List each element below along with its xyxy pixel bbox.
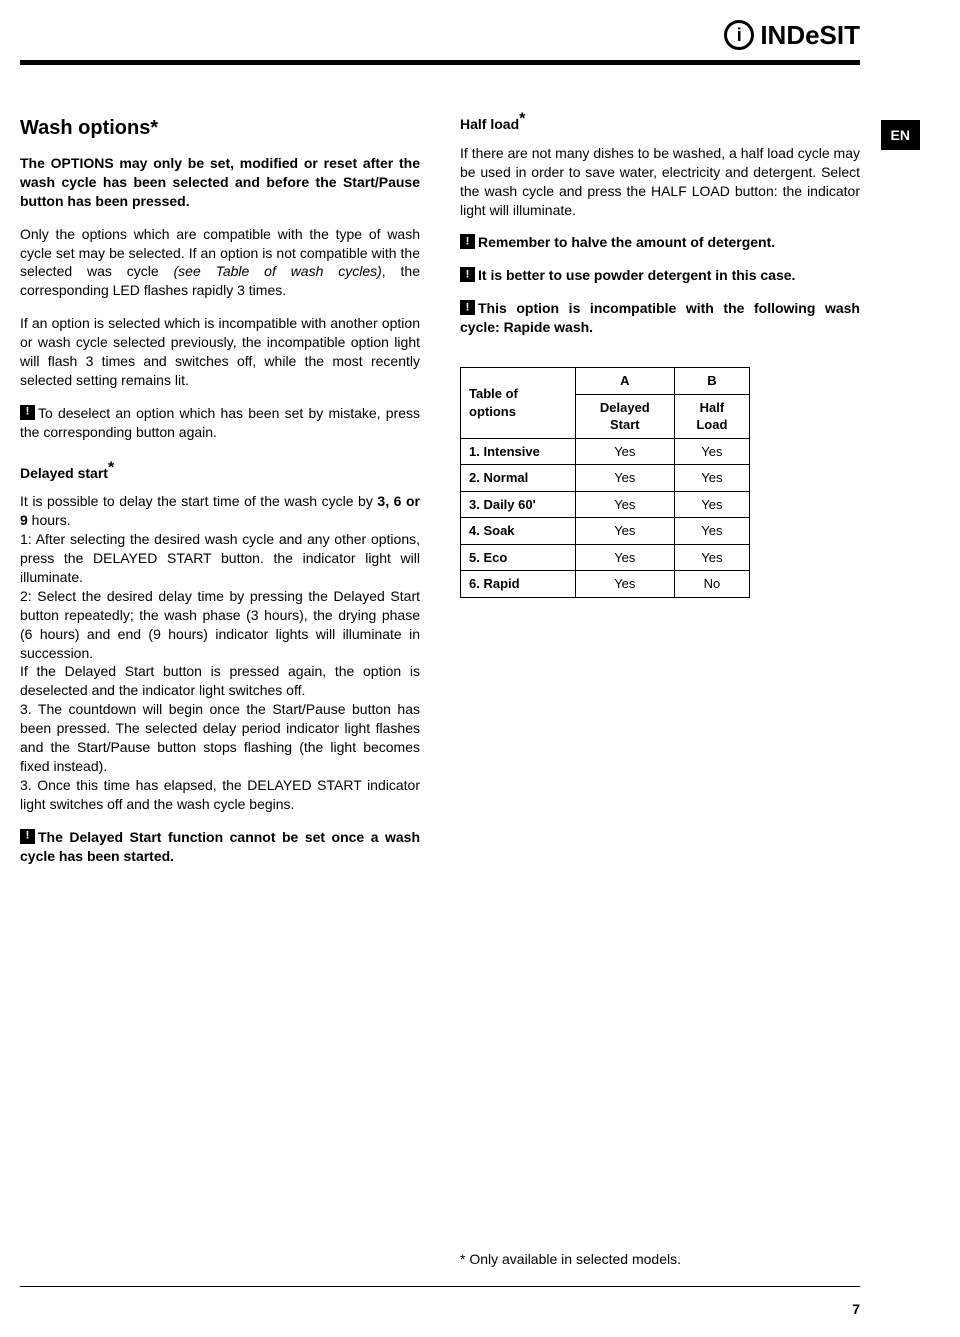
table-col-b-sub: Half Load [674,394,749,438]
options-table: Table of options A B Delayed Start Half … [460,367,750,598]
table-cell-b: Yes [674,518,749,545]
table-header-label: Table of options [461,368,576,439]
table-row-name: 2. Normal [461,465,576,492]
section-title-delayed-start: Delayed start* [20,464,420,483]
table-cell-b: Yes [674,438,749,465]
half-load-label: Half load [460,116,519,132]
ds-step1: 1: After selecting the desired wash cycl… [20,531,420,585]
table-cell-a: Yes [575,491,674,518]
left-column: Wash options* The OPTIONS may only be se… [20,115,420,879]
deselect-text: To deselect an option which has been set… [20,405,420,440]
ds-p1a: It is possible to delay the start time o… [20,493,377,509]
half-load-warn3: This option is incompatible with the fol… [460,299,860,337]
half-load-paragraph: If there are not many dishes to be washe… [460,144,860,220]
table-cell-a: Yes [575,518,674,545]
page-number: 7 [852,1301,860,1317]
table-row: 3. Daily 60'YesYes [461,491,750,518]
brand-logo: i INDeSIT [724,20,860,51]
table-row: 1. IntensiveYesYes [461,438,750,465]
footnote: * Only available in selected models. [460,1251,681,1267]
table-cell-a: Yes [575,544,674,571]
warning-icon [460,300,475,315]
language-tab: EN [881,120,920,150]
table-col-a: A [575,368,674,395]
ds-p1b: hours. [28,512,71,528]
intro-bold-paragraph: The OPTIONS may only be set, modified or… [20,154,420,211]
compat-italic: (see Table of wash cycles) [174,263,382,279]
deselect-paragraph: To deselect an option which has been set… [20,404,420,442]
half-load-warn1: Remember to halve the amount of detergen… [460,233,860,252]
section-title-half-load: Half load* [460,115,860,134]
hl-w2-text: It is better to use powder detergent in … [478,267,795,283]
warning-icon [460,234,475,249]
table-row: 6. RapidYesNo [461,571,750,598]
delayed-start-label: Delayed start [20,465,108,481]
table-cell-a: Yes [575,438,674,465]
asterisk: * [519,110,525,127]
table-row: 5. EcoYesYes [461,544,750,571]
table-header-row: Table of options A B [461,368,750,395]
table-cell-b: No [674,571,749,598]
table-row: 2. NormalYesYes [461,465,750,492]
table-cell-a: Yes [575,571,674,598]
table-row-name: 1. Intensive [461,438,576,465]
ds-step2: 2: Select the desired delay time by pres… [20,588,420,661]
incompat-paragraph: If an option is selected which is incomp… [20,314,420,390]
compat-paragraph: Only the options which are compatible wi… [20,225,420,301]
table-cell-b: Yes [674,491,749,518]
table-row: 4. SoakYesYes [461,518,750,545]
section-title-wash-options: Wash options* [20,115,420,142]
logo-icon: i [724,20,754,50]
main-content: Wash options* The OPTIONS may only be se… [0,65,960,879]
brand-text: INDeSIT [760,20,860,51]
table-col-a-sub: Delayed Start [575,394,674,438]
half-load-warn2: It is better to use powder detergent in … [460,266,860,285]
warning-icon [20,405,35,420]
delayed-start-intro: It is possible to delay the start time o… [20,492,420,813]
table-row-name: 4. Soak [461,518,576,545]
footer-divider [20,1286,860,1287]
table-cell-b: Yes [674,544,749,571]
asterisk: * [108,459,114,476]
table-col-b: B [674,368,749,395]
page-header: i INDeSIT [0,0,960,60]
hl-w1-text: Remember to halve the amount of detergen… [478,234,775,250]
table-cell-b: Yes [674,465,749,492]
table-row-name: 5. Eco [461,544,576,571]
warning-icon [460,267,475,282]
right-column: Half load* If there are not many dishes … [460,115,860,879]
hl-w3-text: This option is incompatible with the fol… [460,300,860,335]
delayed-start-warning: The Delayed Start function cannot be set… [20,828,420,866]
ds-step3a: 3. The countdown will begin once the Sta… [20,701,420,774]
warning-icon [20,829,35,844]
table-row-name: 3. Daily 60' [461,491,576,518]
table-cell-a: Yes [575,465,674,492]
ds-deselect: If the Delayed Start button is pressed a… [20,663,420,698]
ds-step3b: 3. Once this time has elapsed, the DELAY… [20,777,420,812]
ds-warn-text: The Delayed Start function cannot be set… [20,829,420,864]
options-table-body: 1. IntensiveYesYes2. NormalYesYes3. Dail… [461,438,750,597]
table-row-name: 6. Rapid [461,571,576,598]
